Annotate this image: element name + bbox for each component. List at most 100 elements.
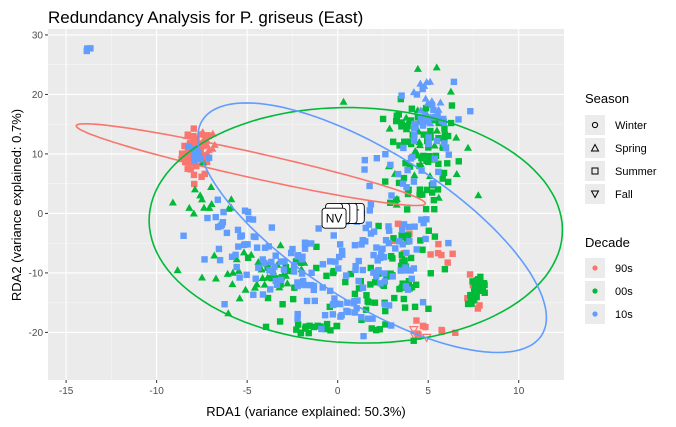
data-point [441,266,449,273]
data-point [198,273,207,281]
data-point [204,146,213,154]
data-point [333,322,341,330]
data-point [426,77,435,85]
data-point [406,163,414,170]
data-point [419,322,427,330]
data-point [444,132,452,140]
data-point [402,160,409,167]
data-point [185,143,192,150]
data-point [410,265,418,272]
data-point [440,118,448,126]
data-point [419,298,427,306]
data-point [212,213,219,221]
data-point [189,209,198,217]
data-point [395,179,403,187]
data-point [469,278,476,285]
data-point [323,272,330,280]
data-point [264,294,272,302]
y-tick-label: 30 [32,30,44,41]
data-point [474,305,482,312]
data-point [243,271,250,279]
data-point [373,155,381,162]
data-point [221,301,228,308]
data-point [404,232,412,239]
data-point [330,267,337,275]
data-point [272,277,279,285]
data-point [236,274,243,281]
data-point [364,298,371,305]
data-point [420,104,429,112]
legend-label: 90s [615,263,633,275]
data-point [448,102,456,109]
legend-triangle-up-icon [590,143,600,152]
data-point [323,320,331,328]
data-point [342,272,350,279]
data-point [306,322,313,329]
data-point [362,306,370,313]
data-point [416,186,424,193]
data-point [379,115,387,123]
data-point [428,189,436,196]
data-point [276,241,285,249]
data-point [382,150,389,158]
data-point [302,323,309,330]
data-point [83,45,91,52]
data-point [397,95,405,103]
data-point [446,87,455,95]
data-point [294,315,301,322]
data-point [259,256,266,263]
data-point [294,321,302,328]
biplot-labels: TNV [321,202,365,229]
data-point [215,245,223,253]
data-point [271,263,278,270]
data-point [232,251,239,259]
data-point [232,255,241,263]
data-point [398,231,405,239]
data-point [294,282,301,290]
y-tick-label: -10 [29,268,44,279]
data-point [431,155,439,163]
data-point [467,296,475,303]
data-point [335,253,343,261]
data-point [407,254,415,262]
data-point [87,45,94,52]
data-point [310,323,318,331]
data-point [311,297,319,305]
data-point [441,131,449,138]
data-point [235,243,242,250]
data-point [362,224,369,232]
data-point [435,168,442,176]
data-point [398,119,405,126]
data-point [234,266,243,274]
data-point [342,278,349,286]
data-point [413,246,420,253]
data-point [467,107,474,115]
data-point [434,193,443,201]
data-point [237,233,244,240]
data-point [198,173,205,180]
data-point [391,294,398,302]
data-point [367,281,374,288]
biplot-label: NV [326,212,343,226]
data-point [355,285,363,292]
data-point [419,246,426,253]
data-point [373,273,380,280]
data-point [404,122,411,130]
data-point [375,222,382,230]
data-point [250,291,257,298]
data-point [211,274,220,282]
data-point [302,240,310,247]
data-point [185,203,194,211]
data-point [444,178,452,186]
data-point [416,106,425,114]
data-point [398,284,405,291]
data-point [413,64,422,72]
legend-triangle-down-icon [590,190,600,199]
data-point [331,295,338,302]
data-point [262,323,270,331]
x-tick-label: 5 [425,386,431,397]
data-point [445,151,452,158]
data-point [327,327,334,334]
data-point [292,258,300,265]
data-point [228,253,236,261]
